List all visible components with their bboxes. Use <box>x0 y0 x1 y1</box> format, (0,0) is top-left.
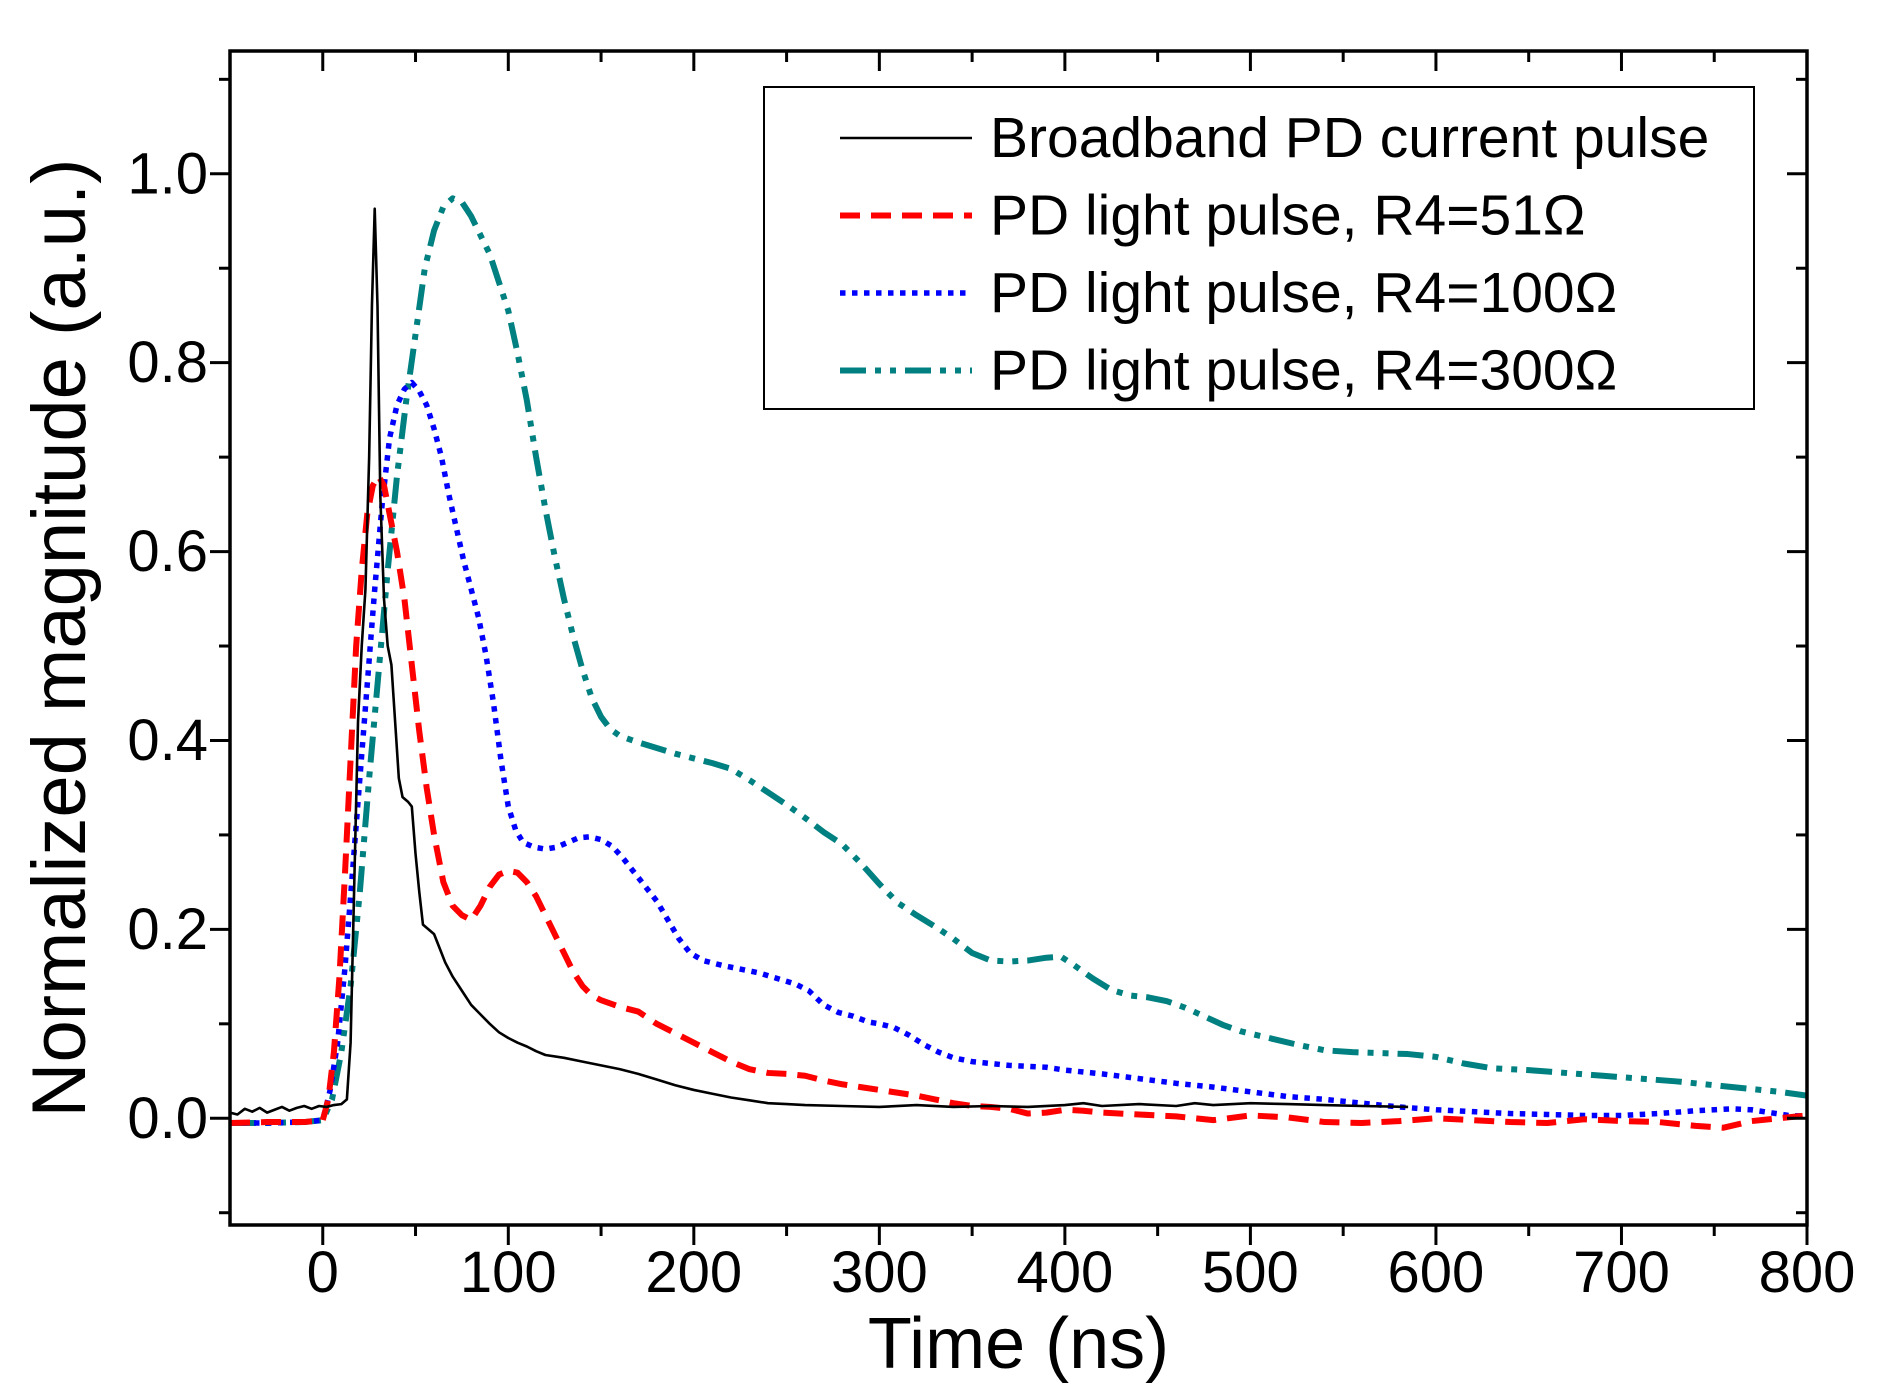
axis-tick-labels: 0 100 200 300 400 500 600 700 800 0.0 0.2 0.4 0.6 0.8… <box>127 141 1855 1305</box>
y-tick-label: 0.2 <box>127 897 208 962</box>
legend: Broadband PD current pulse PD light pulse… <box>763 86 1755 410</box>
y-tick-label: 0.8 <box>127 330 208 395</box>
y-tick-label: 0.4 <box>127 708 208 773</box>
y-tick-label: 1.0 <box>127 141 208 206</box>
legend-item-pd-light-pulse-r4-100: PD light pulse, R4=100Ω <box>840 261 1617 325</box>
legend-item-pd-light-pulse-r4-300: PD light pulse, R4=300Ω <box>840 339 1617 403</box>
x-tick-label: 0 <box>307 1240 339 1305</box>
legend-label-pd-light-pulse-r4-300: PD light pulse, R4=300Ω <box>990 339 1617 403</box>
series-line-pd-light-pulse-r4-51 <box>230 473 1807 1131</box>
y-tick-label: 0.6 <box>127 519 208 584</box>
series-line-pd-light-pulse-r4-100 <box>230 379 1807 1126</box>
x-tick-label: 500 <box>1202 1240 1299 1305</box>
y-axis-title: Normalized magnitude (a.u.) <box>17 159 102 1118</box>
legend-label-broadband-pd-current-pulse: Broadband PD current pulse <box>990 106 1709 170</box>
axis-ticks <box>210 51 1809 1245</box>
series-line-broadband-pd-current-pulse <box>230 207 1409 1116</box>
plot-frame <box>228 49 1809 1227</box>
x-tick-label: 300 <box>831 1240 928 1305</box>
x-tick-label: 800 <box>1759 1240 1856 1305</box>
legend-label-pd-light-pulse-r4-51: PD light pulse, R4=51Ω <box>990 184 1586 248</box>
y-tick-label: 0.0 <box>127 1086 208 1151</box>
x-tick-label: 400 <box>1016 1240 1113 1305</box>
legend-label-pd-light-pulse-r4-100: PD light pulse, R4=100Ω <box>990 261 1617 325</box>
x-tick-label: 700 <box>1573 1240 1670 1305</box>
legend-item-pd-light-pulse-r4-51: PD light pulse, R4=51Ω <box>840 184 1586 248</box>
series-line-pd-light-pulse-r4-300 <box>230 195 1807 1126</box>
legend-item-broadband-pd-current-pulse: Broadband PD current pulse <box>840 106 1709 170</box>
x-tick-label: 600 <box>1388 1240 1485 1305</box>
x-tick-label: 100 <box>460 1240 557 1305</box>
x-tick-label: 200 <box>645 1240 742 1305</box>
x-axis-title: Time (ns) <box>868 1304 1169 1384</box>
legend-box <box>763 86 1755 410</box>
series-layer <box>230 195 1807 1131</box>
